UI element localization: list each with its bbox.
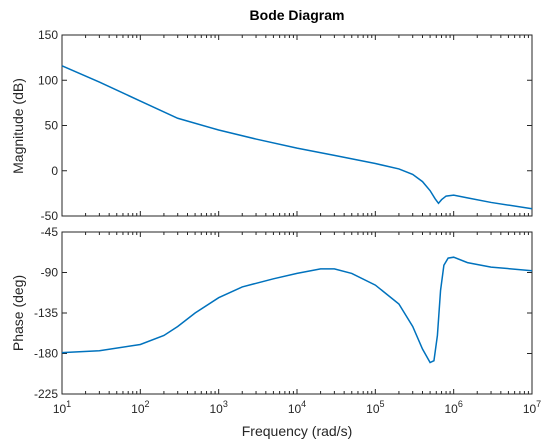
y-tick-label: -45 (41, 225, 59, 239)
phase-panel: -225 -180 -135 -90 -45 Phase (deg) (10, 225, 533, 401)
y-tick-label: 100 (38, 73, 58, 87)
chart-title: Bode Diagram (250, 7, 345, 23)
phase-ylabel: Phase (deg) (10, 275, 26, 351)
x-tick-label: 102 (131, 399, 149, 416)
magnitude-ticks: -50 0 50 100 150 (38, 28, 532, 223)
x-tick-labels: 101 102 103 104 105 106 107 (53, 399, 541, 416)
phase-series-line (61, 256, 533, 364)
x-tick-label: 103 (209, 399, 227, 416)
y-tick-label: -225 (34, 387, 58, 401)
phase-ticks: -225 -180 -135 -90 -45 (34, 225, 532, 401)
y-tick-label: -135 (34, 306, 58, 320)
magnitude-ylabel: Magnitude (dB) (10, 78, 26, 174)
y-tick-label: 50 (45, 119, 59, 133)
x-tick-label: 101 (53, 399, 71, 416)
x-tick-label: 105 (366, 399, 384, 416)
y-tick-label: 0 (51, 164, 58, 178)
x-tick-label: 106 (444, 399, 462, 416)
x-tick-label: 104 (288, 399, 306, 416)
y-tick-label: -180 (34, 347, 58, 361)
y-tick-label: -50 (41, 209, 59, 223)
y-tick-label: 150 (38, 28, 58, 42)
magnitude-panel: -50 0 50 100 150 Magnitude (dB) (10, 28, 533, 223)
x-tick-label: 107 (523, 399, 541, 416)
magnitude-plot-area (61, 34, 533, 217)
x-axis-label: Frequency (rad/s) (242, 423, 352, 439)
y-tick-label: -90 (41, 266, 59, 280)
magnitude-series-line (61, 65, 533, 210)
phase-plot-area (61, 231, 533, 395)
